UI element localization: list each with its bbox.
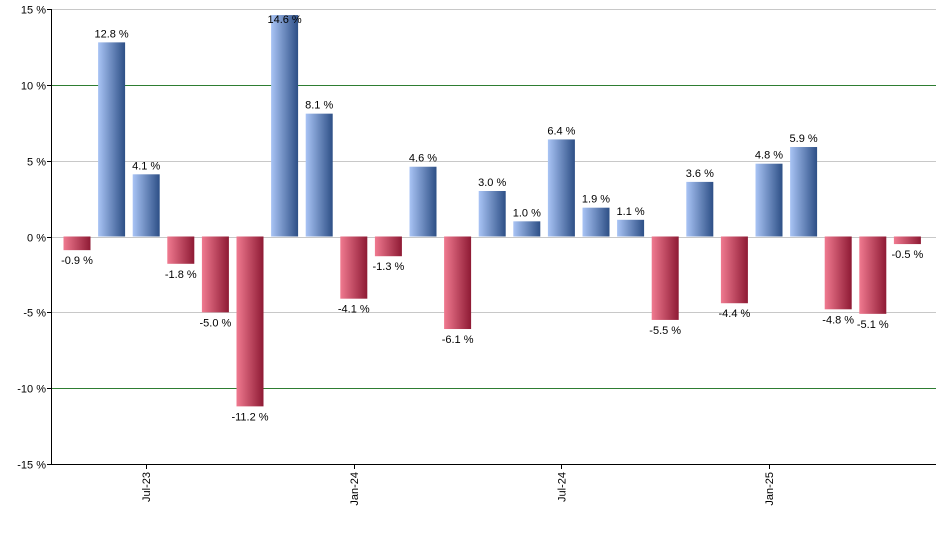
data-label: 6.4 % [547,125,575,137]
bar [513,221,541,237]
data-label: -5.1 % [857,319,889,331]
y-tick-label: -10 % [17,384,46,396]
x-tick-label: Jan-25 [764,472,776,506]
x-tick-label: Jul-24 [556,472,568,502]
bar [236,236,264,407]
gridlines [51,9,936,389]
bar [478,191,506,237]
data-label: 1.1 % [617,206,645,218]
bar [547,139,575,237]
bar [893,236,921,245]
data-label: -5.0 % [200,317,232,329]
bar [132,174,160,237]
data-label: -0.5 % [892,249,924,261]
data-label: 1.0 % [513,207,541,219]
bar [444,236,472,330]
x-tick-label: Jan-24 [349,472,361,506]
y-tick-label: -5 % [23,308,46,320]
bar [720,236,748,304]
bar [271,15,299,237]
data-label: -4.1 % [338,304,370,316]
y-tick-label: 10 % [21,81,46,93]
bar [686,181,714,237]
data-labels: -0.9 % 12.8 % 4.1 % -1.8 % -5.0 % -11.2 % 14.6… [61,14,923,423]
bar [582,207,610,237]
axes [47,9,936,469]
bar [201,236,229,313]
bar [374,236,402,257]
data-label: -5.5 % [649,325,681,337]
data-label: 14.6 % [267,14,301,26]
data-label: -4.4 % [719,308,751,320]
data-label: 3.0 % [478,177,506,189]
data-label: -1.3 % [373,261,405,273]
data-label: 8.1 % [305,100,333,112]
data-label: 4.6 % [409,153,437,165]
bar [98,42,126,237]
y-tick-label: 5 % [27,157,46,169]
data-label: 4.8 % [755,150,783,162]
data-label: 4.1 % [132,160,160,172]
data-label: -4.8 % [822,314,854,326]
bar [167,236,195,264]
bar [305,113,333,237]
x-axis-tick-labels: Jul-23 Jan-24 Jul-24 Jan-25 [141,472,776,506]
data-label: 3.6 % [686,168,714,180]
bar [340,236,368,299]
bar [617,219,645,237]
y-axis-tick-labels: 15 % 10 % 5 % 0 % -5 % -10 % -15 % [17,5,46,472]
bar [824,236,852,310]
data-label: -11.2 % [231,411,268,423]
bar [755,163,783,237]
data-label: -1.8 % [165,269,197,281]
y-tick-label: 15 % [21,5,46,17]
bar [790,147,818,237]
bar [63,236,91,251]
data-label: -0.9 % [61,255,93,267]
data-label: -6.1 % [442,334,474,346]
bars [63,15,921,407]
y-tick-label: -15 % [17,460,46,472]
bar [409,166,437,237]
data-label: 12.8 % [94,28,128,40]
x-tick-label: Jul-23 [141,472,153,502]
bar [651,236,679,320]
bar [859,236,887,314]
data-label: 1.9 % [582,194,610,206]
y-tick-label: 0 % [27,233,46,245]
data-label: 5.9 % [790,133,818,145]
